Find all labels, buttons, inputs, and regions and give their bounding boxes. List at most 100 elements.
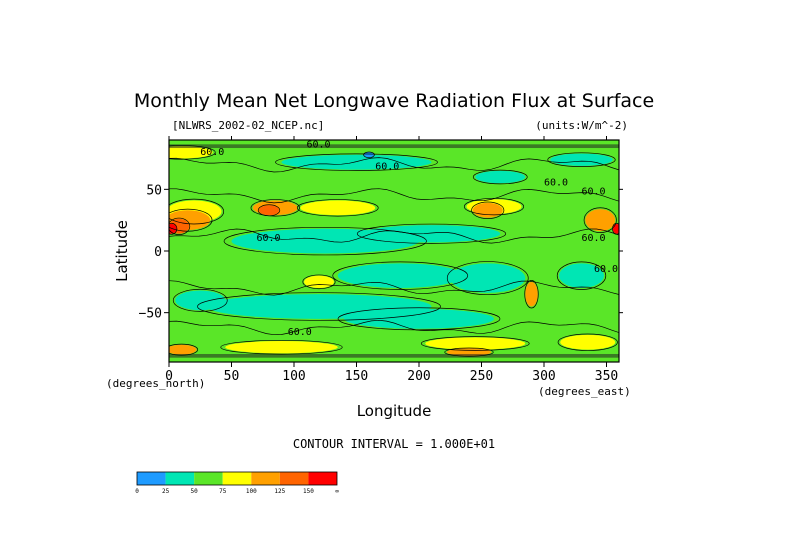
colorbar-level-label: 125 bbox=[274, 488, 285, 495]
contour-line bbox=[356, 223, 507, 244]
x-tick-label: 100 bbox=[282, 369, 305, 384]
heatmap-region bbox=[225, 341, 338, 354]
heatmap-region bbox=[304, 275, 334, 289]
colorbar-swatch bbox=[137, 472, 166, 485]
heatmap-region bbox=[362, 225, 501, 243]
colorbar-level-label: 0 bbox=[135, 488, 139, 495]
contour-line bbox=[363, 151, 375, 158]
colorbar-level-label: 25 bbox=[162, 488, 170, 495]
x-tick-label: 250 bbox=[470, 369, 493, 384]
heatmap-region bbox=[550, 153, 613, 166]
x-tick-label: 350 bbox=[595, 369, 618, 384]
x-tick-label: 200 bbox=[407, 369, 430, 384]
contour-line bbox=[524, 280, 539, 309]
colorbar-frame bbox=[136, 471, 338, 486]
contour-line bbox=[275, 153, 438, 171]
contour-line bbox=[556, 261, 607, 290]
contour-label: 60.0 bbox=[375, 162, 399, 173]
contour-line bbox=[169, 222, 178, 235]
y-tick-label: 50 bbox=[146, 183, 162, 198]
colorbar-swatch bbox=[165, 472, 195, 485]
heatmap-region bbox=[475, 170, 526, 184]
contour-line bbox=[169, 280, 619, 296]
contour-line bbox=[169, 145, 216, 160]
contour-line bbox=[169, 319, 619, 336]
heatmap-region bbox=[585, 209, 616, 232]
heatmap-region bbox=[281, 154, 432, 170]
colorbar-swatch bbox=[251, 472, 280, 485]
contour-line bbox=[420, 336, 530, 351]
contour-line bbox=[257, 204, 281, 217]
colorbar-level-label: 50 bbox=[191, 488, 199, 495]
y-tick-label: 0 bbox=[154, 245, 162, 260]
heatmap-region bbox=[337, 263, 463, 288]
colorbar-level-label: 150 bbox=[303, 488, 314, 495]
heatmap-region bbox=[450, 263, 526, 293]
y-axis: 50 0 −50 bbox=[139, 183, 623, 322]
contour-label: 60.0 bbox=[544, 178, 568, 189]
contour-line bbox=[172, 288, 228, 312]
colorbar: 0 25 50 75 100 125 150 ∞ bbox=[135, 471, 339, 495]
y-unit-label: (degrees_north) bbox=[106, 377, 205, 390]
contour-interval-note: CONTOUR INTERVAL = 1.000E+01 bbox=[293, 437, 495, 451]
colorbar-level-label: ∞ bbox=[335, 488, 339, 495]
x-axis: 0 50 100 150 200 250 300 350 bbox=[165, 136, 618, 384]
x-tick-label: 150 bbox=[345, 369, 368, 384]
contour-line bbox=[250, 199, 300, 217]
contour-line bbox=[296, 199, 379, 217]
x-tick-label: 50 bbox=[224, 369, 240, 384]
x-tick-label: 0 bbox=[165, 369, 173, 384]
contour-line bbox=[169, 198, 225, 225]
heatmap-region bbox=[344, 308, 494, 329]
heatmap-region bbox=[559, 263, 604, 288]
contour-label: 60.0 bbox=[582, 233, 606, 244]
contour-line bbox=[547, 152, 616, 167]
contour-label: 60.0 bbox=[200, 147, 224, 158]
x-tick-label: 300 bbox=[532, 369, 555, 384]
contour-lines bbox=[169, 145, 619, 357]
colorbar-level-label: 100 bbox=[246, 488, 257, 495]
colorbar-swatch bbox=[279, 472, 309, 485]
heatmap-region bbox=[560, 334, 616, 350]
contour-line bbox=[197, 292, 441, 321]
heatmap-region bbox=[364, 152, 374, 158]
y-tick-label: −50 bbox=[139, 307, 162, 322]
heatmap-region bbox=[259, 205, 279, 216]
contour-label: 60.0 bbox=[594, 264, 618, 275]
heatmap-region bbox=[169, 344, 197, 355]
flux-heatmap: 60.0 60.0 60.0 60.0 60.0 60.0 60.0 60.0 60.0 bbox=[169, 139, 619, 362]
contour-line bbox=[444, 347, 494, 357]
contour-line bbox=[169, 188, 619, 204]
heatmap-region bbox=[472, 202, 503, 218]
contour-line bbox=[583, 207, 617, 233]
heatmap-region bbox=[169, 146, 213, 159]
contour-line bbox=[169, 157, 619, 173]
contour-dense-band bbox=[169, 144, 619, 149]
x-axis-label: Longitude bbox=[357, 402, 432, 420]
colorbar-swatch bbox=[308, 472, 337, 485]
contour-line bbox=[472, 169, 528, 185]
contour-line bbox=[169, 217, 191, 235]
y-axis-label: Latitude bbox=[113, 220, 131, 282]
contour-line bbox=[446, 261, 529, 296]
contour-line bbox=[169, 343, 199, 356]
contour-label: 60.0 bbox=[288, 327, 312, 338]
colorbar-swatch bbox=[222, 472, 252, 485]
heatmap-region bbox=[175, 290, 226, 311]
contour-line bbox=[471, 201, 505, 219]
contour-line bbox=[223, 226, 427, 256]
contour-dense-band bbox=[169, 353, 619, 358]
chart-subtitle-right: (units:W/m^-2) bbox=[535, 119, 628, 132]
chart-title: Monthly Mean Net Longwave Radiation Flux… bbox=[134, 90, 654, 112]
colorbar-level-label: 75 bbox=[219, 488, 227, 495]
x-unit-label: (degrees_east) bbox=[538, 385, 631, 398]
contour-line bbox=[557, 333, 618, 351]
heatmap-region bbox=[300, 200, 376, 216]
contour-label: 60.0 bbox=[307, 139, 331, 150]
chart-subtitle-left: [NLWRS_2002-02_NCEP.nc] bbox=[172, 119, 324, 132]
colorbar-swatch bbox=[194, 472, 223, 485]
heatmap-region bbox=[525, 281, 538, 307]
contour-line bbox=[220, 339, 343, 355]
contour-label: 60.0 bbox=[582, 186, 606, 197]
